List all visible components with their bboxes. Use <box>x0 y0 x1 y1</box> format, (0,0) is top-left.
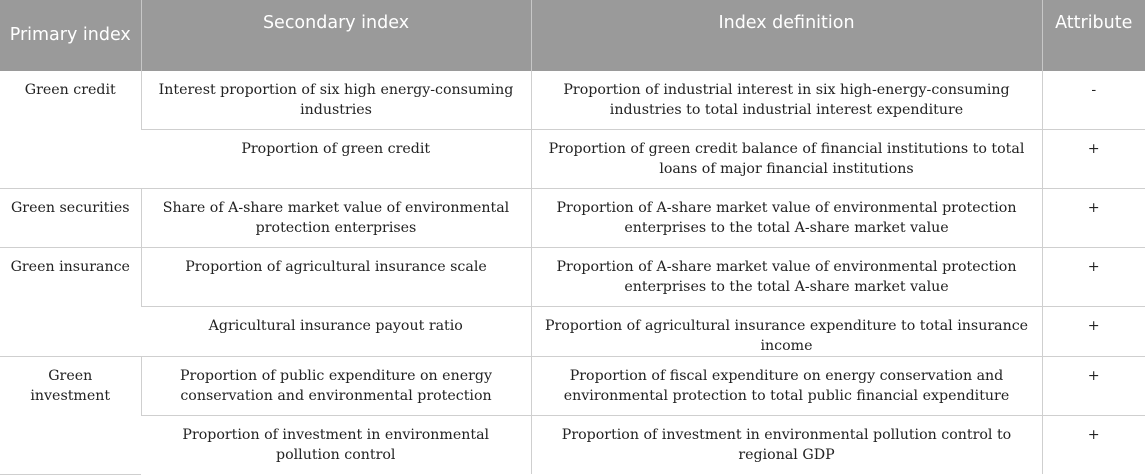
attribute-cell: + <box>1041 356 1145 416</box>
table-row: Green securities Share of A-share market… <box>0 188 1145 248</box>
table-row: Proportion of investment in environmenta… <box>0 415 1145 474</box>
index-definition-cell: Proportion of A-share market value of en… <box>530 247 1042 307</box>
attribute-cell: - <box>1041 71 1145 130</box>
index-definition-cell: Proportion of fiscal expenditure on ener… <box>530 356 1042 416</box>
table-row: Agricultural insurance payout ratio Prop… <box>0 306 1145 357</box>
index-definition-cell: Proportion of agricultural insurance exp… <box>530 306 1042 357</box>
attribute-cell: + <box>1041 129 1145 189</box>
index-definition-cell: Proportion of industrial interest in six… <box>530 71 1042 130</box>
header-index-definition: Index definition <box>530 0 1042 71</box>
table-row: Proportion of green credit Proportion of… <box>0 129 1145 189</box>
table-row: Green investment Proportion of public ex… <box>0 356 1145 475</box>
secondary-index-cell: Agricultural insurance payout ratio <box>141 306 531 357</box>
header-secondary-index: Secondary index <box>140 0 531 71</box>
header-primary-index: Primary index <box>0 0 141 71</box>
header-row: Primary index Secondary index Index defi… <box>0 0 1145 71</box>
attribute-cell: + <box>1041 306 1145 357</box>
attribute-cell: + <box>1041 188 1145 248</box>
table-row: Green credit Interest proportion of six … <box>0 71 1145 189</box>
table-row: Green insurance Proportion of agricultur… <box>0 247 1145 357</box>
secondary-index-cell: Proportion of green credit <box>141 129 531 189</box>
table-body: Green credit Interest proportion of six … <box>0 71 1145 475</box>
index-definition-cell: Proportion of green credit balance of fi… <box>530 129 1042 189</box>
secondary-index-cell: Proportion of investment in environmenta… <box>182 426 490 463</box>
attribute-cell: + <box>1041 415 1145 474</box>
index-definition-cell: Proportion of investment in environmenta… <box>530 415 1042 474</box>
primary-index-green-insurance: Green insurance <box>0 247 141 357</box>
primary-index-green-securities: Green securities <box>0 188 141 248</box>
index-definition-cell: Proportion of A-share market value of en… <box>530 188 1042 248</box>
primary-index-green-investment: Green investment <box>0 356 141 475</box>
primary-index-green-credit: Green credit <box>0 71 141 189</box>
secondary-index-cell: Proportion of public expenditure on ener… <box>140 356 531 416</box>
secondary-index-cell: Interest proportion of six high energy-c… <box>140 71 531 130</box>
secondary-index-cell: Proportion of agricultural insurance sca… <box>140 247 531 307</box>
secondary-index-cell: Share of A-share market value of environ… <box>140 188 531 248</box>
header-attribute: Attribute <box>1041 0 1145 71</box>
table-header: Primary index Secondary index Index defi… <box>0 0 1145 71</box>
attribute-cell: + <box>1041 247 1145 307</box>
